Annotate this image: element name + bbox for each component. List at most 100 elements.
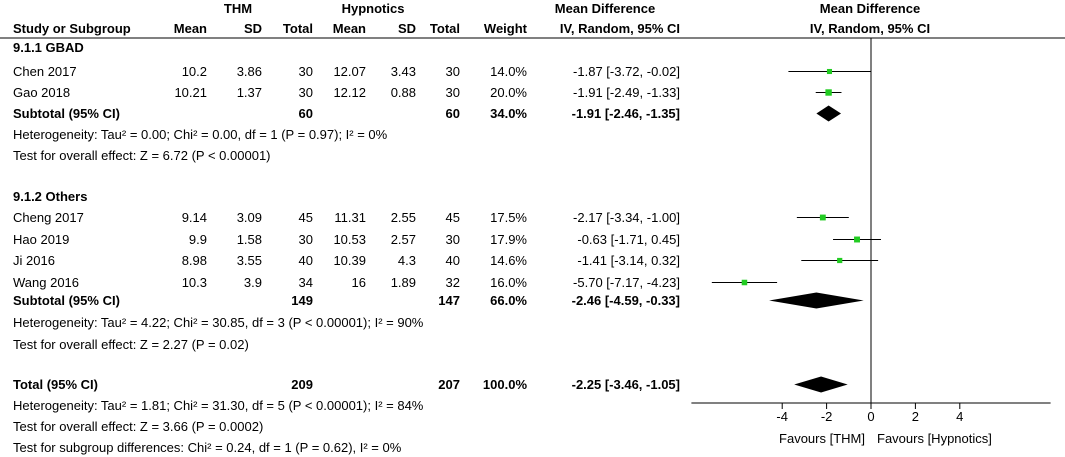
subtotal-ci: -2.25 [-3.46, -1.05] <box>572 377 680 392</box>
study-sd2: 2.55 <box>391 210 416 225</box>
study-mean1: 10.21 <box>174 85 207 100</box>
study-total2: 45 <box>446 210 460 225</box>
study-weight: 17.9% <box>490 232 527 247</box>
study-mean1: 8.98 <box>182 253 207 268</box>
study-marker <box>826 68 833 75</box>
favours-left: Favours [THM] <box>779 431 865 446</box>
study-mean2: 12.12 <box>333 85 366 100</box>
study-name: Hao 2019 <box>13 232 69 247</box>
x-tick-label: 2 <box>912 409 919 424</box>
subtotal-total1: 209 <box>291 377 313 392</box>
study-sd2: 4.3 <box>398 253 416 268</box>
x-tick-label: -4 <box>776 409 788 424</box>
study-name: Ji 2016 <box>13 253 55 268</box>
column-header: Mean <box>174 21 207 36</box>
study-name: Chen 2017 <box>13 64 77 79</box>
study-marker <box>825 89 832 96</box>
study-marker <box>837 257 843 264</box>
study-mean2: 11.31 <box>334 210 366 225</box>
study-mean1: 9.14 <box>182 210 207 225</box>
x-tick-label: -2 <box>821 409 833 424</box>
subtotal-ci: -1.91 [-2.46, -1.35] <box>572 106 680 121</box>
header-effect: Mean Difference <box>555 1 655 16</box>
study-weight: 14.0% <box>490 64 527 79</box>
study-total1: 30 <box>299 64 313 79</box>
study-sd1: 3.9 <box>244 275 262 290</box>
study-weight: 14.6% <box>490 253 527 268</box>
heterogeneity-text: Heterogeneity: Tau² = 0.00; Chi² = 0.00,… <box>13 127 388 142</box>
study-sd1: 3.86 <box>237 64 262 79</box>
subtotal-weight: 66.0% <box>490 293 527 308</box>
subtotal-total1: 149 <box>291 293 313 308</box>
heterogeneity-text: Heterogeneity: Tau² = 4.22; Chi² = 30.85… <box>13 315 424 330</box>
study-total1: 30 <box>299 232 313 247</box>
study-sd2: 0.88 <box>391 85 416 100</box>
study-total1: 40 <box>299 253 313 268</box>
column-header: Study or Subgroup <box>13 21 131 36</box>
study-sd2: 2.57 <box>391 232 416 247</box>
subtotal-total1: 60 <box>299 106 313 121</box>
favours-right: Favours [Hypnotics] <box>877 431 992 446</box>
study-name: Gao 2018 <box>13 85 70 100</box>
study-name: Wang 2016 <box>13 275 79 290</box>
column-header: Mean <box>333 21 366 36</box>
study-total2: 30 <box>446 85 460 100</box>
subtotal-label: Total (95% CI) <box>13 377 98 392</box>
pooled-diamond <box>794 376 848 393</box>
study-mean1: 9.9 <box>189 232 207 247</box>
column-header: SD <box>244 21 262 36</box>
subgroup-differences: Test for subgroup differences: Chi² = 0.… <box>13 440 402 455</box>
study-ci: -2.17 [-3.34, -1.00] <box>573 210 680 225</box>
subtotal-total2: 147 <box>438 293 460 308</box>
total-overall-effect: Test for overall effect: Z = 3.66 (P = 0… <box>13 419 263 434</box>
column-header: IV, Random, 95% CI <box>560 21 680 36</box>
study-marker <box>819 214 826 221</box>
pooled-diamond <box>769 292 864 309</box>
header-group1: THM <box>224 1 252 16</box>
study-ci: -0.63 [-1.71, 0.45] <box>577 232 680 247</box>
subtotal-weight: 100.0% <box>483 377 528 392</box>
header-plot-method: IV, Random, 95% CI <box>810 21 930 36</box>
column-header: Weight <box>484 21 528 36</box>
header-plot: Mean Difference <box>820 1 920 16</box>
study-total2: 32 <box>446 275 460 290</box>
study-mean2: 12.07 <box>333 64 366 79</box>
column-header: Total <box>283 21 313 36</box>
study-weight: 20.0% <box>490 85 527 100</box>
study-sd1: 1.37 <box>237 85 262 100</box>
study-ci: -1.91 [-2.49, -1.33] <box>573 85 680 100</box>
subgroup-title: 9.1.1 GBAD <box>13 40 84 55</box>
study-weight: 17.5% <box>490 210 527 225</box>
x-tick-label: 0 <box>867 409 874 424</box>
study-mean1: 10.2 <box>182 64 207 79</box>
study-weight: 16.0% <box>490 275 527 290</box>
subtotal-ci: -2.46 [-4.59, -0.33] <box>572 293 680 308</box>
study-name: Cheng 2017 <box>13 210 84 225</box>
study-marker <box>854 236 860 243</box>
study-sd1: 3.09 <box>237 210 262 225</box>
study-total1: 45 <box>299 210 313 225</box>
study-sd2: 1.89 <box>391 275 416 290</box>
study-mean2: 16 <box>352 275 366 290</box>
study-sd2: 3.43 <box>391 64 416 79</box>
total-heterogeneity: Heterogeneity: Tau² = 1.81; Chi² = 31.30… <box>13 398 424 413</box>
study-ci: -1.41 [-3.14, 0.32] <box>577 253 680 268</box>
subtotal-total2: 60 <box>446 106 460 121</box>
overall-effect-text: Test for overall effect: Z = 6.72 (P < 0… <box>13 148 271 163</box>
study-marker <box>741 279 748 286</box>
study-sd1: 3.55 <box>237 253 262 268</box>
subtotal-label: Subtotal (95% CI) <box>13 106 120 121</box>
study-mean2: 10.39 <box>333 253 366 268</box>
study-ci: -1.87 [-3.72, -0.02] <box>573 64 680 79</box>
subgroup-title: 9.1.2 Others <box>13 189 87 204</box>
study-total2: 40 <box>446 253 460 268</box>
subtotal-weight: 34.0% <box>490 106 527 121</box>
study-sd1: 1.58 <box>237 232 262 247</box>
x-tick-label: 4 <box>956 409 963 424</box>
overall-effect-text: Test for overall effect: Z = 2.27 (P = 0… <box>13 337 249 352</box>
study-total2: 30 <box>446 64 460 79</box>
study-ci: -5.70 [-7.17, -4.23] <box>573 275 680 290</box>
study-total1: 30 <box>299 85 313 100</box>
subtotal-label: Subtotal (95% CI) <box>13 293 120 308</box>
